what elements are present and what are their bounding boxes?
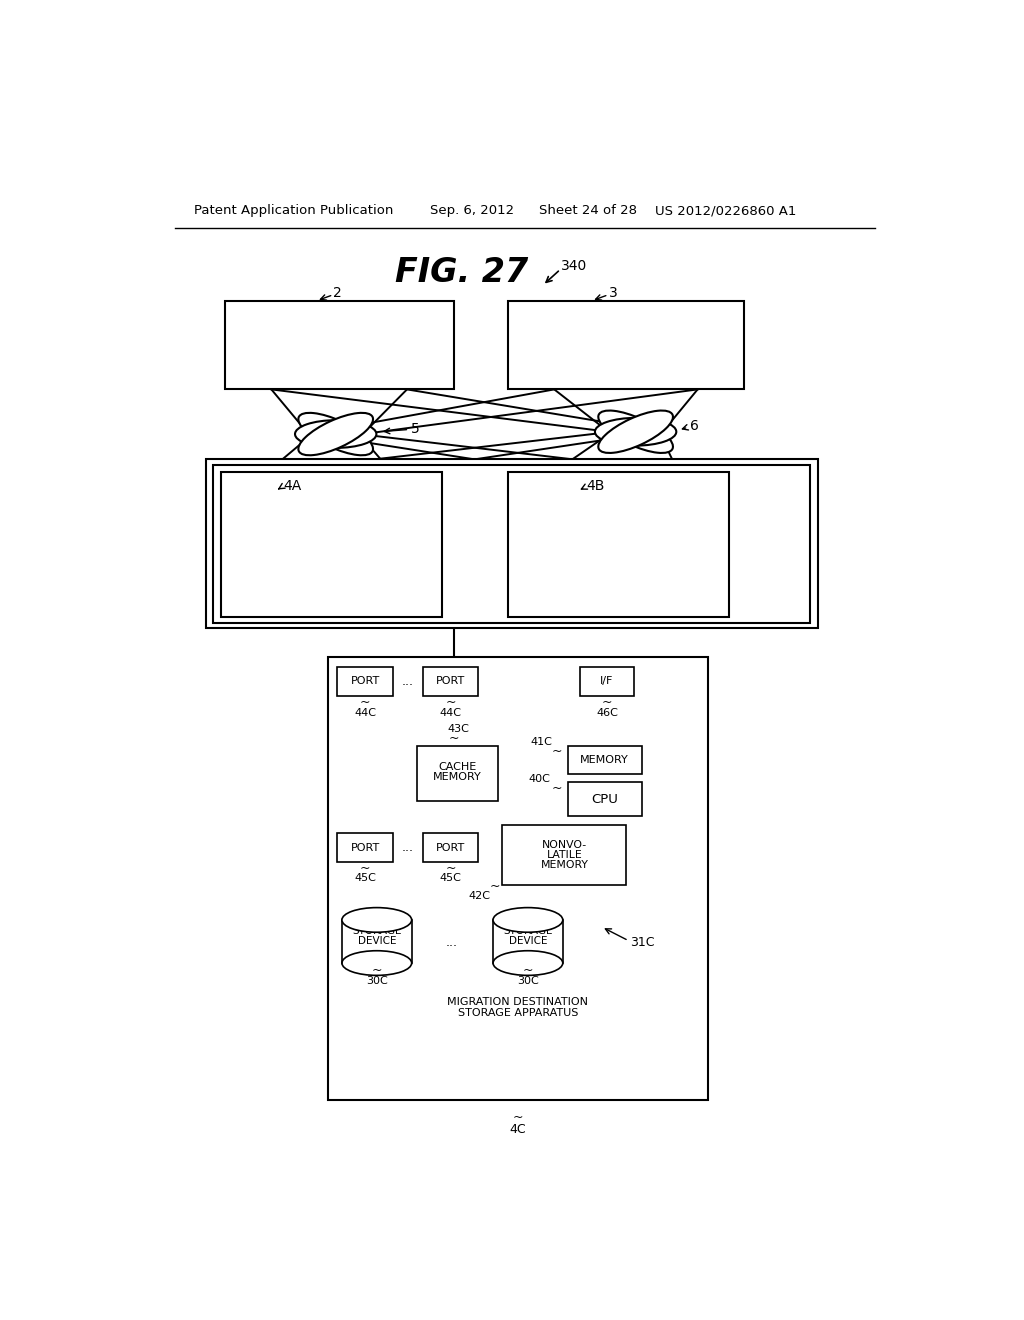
Text: ~: ~ xyxy=(522,964,534,977)
Text: 340: 340 xyxy=(560,259,587,273)
Text: ~: ~ xyxy=(359,696,371,709)
Bar xyxy=(206,459,818,628)
Text: ~: ~ xyxy=(449,731,459,744)
Text: FIG. 27: FIG. 27 xyxy=(394,256,528,289)
Text: 2: 2 xyxy=(334,286,342,300)
Text: 3: 3 xyxy=(608,286,617,300)
Text: 45C: 45C xyxy=(354,874,376,883)
Text: ...: ... xyxy=(401,841,414,854)
Text: 46C: 46C xyxy=(596,708,617,718)
Text: MEMORY: MEMORY xyxy=(581,755,629,764)
Text: MEMORY: MEMORY xyxy=(433,772,481,783)
Bar xyxy=(423,667,478,696)
Ellipse shape xyxy=(295,420,377,447)
Text: 45C: 45C xyxy=(439,874,462,883)
Text: 31C: 31C xyxy=(630,936,654,949)
Text: 30C: 30C xyxy=(517,975,539,986)
Bar xyxy=(493,908,563,950)
Text: 41C: 41C xyxy=(530,737,553,747)
Text: PORT: PORT xyxy=(350,676,380,686)
Text: 4B: 4B xyxy=(587,479,605,492)
Bar xyxy=(417,746,499,801)
Bar xyxy=(225,301,454,389)
Text: PORT: PORT xyxy=(350,842,380,853)
Text: ~: ~ xyxy=(513,1110,523,1123)
Text: Sheet 24 of 28: Sheet 24 of 28 xyxy=(539,205,637,218)
Text: PORT: PORT xyxy=(436,676,465,686)
Bar xyxy=(342,908,412,950)
Text: MIGRATION DESTINATION: MIGRATION DESTINATION xyxy=(447,998,589,1007)
Text: NONVO-: NONVO- xyxy=(542,841,587,850)
Text: ~: ~ xyxy=(552,781,562,795)
Text: DEVICE: DEVICE xyxy=(357,936,396,946)
Bar xyxy=(337,833,393,862)
Text: 4C: 4C xyxy=(510,1123,526,1137)
Bar xyxy=(568,746,642,774)
Text: PORT: PORT xyxy=(436,842,465,853)
Bar xyxy=(568,781,642,816)
Text: ~: ~ xyxy=(445,696,456,709)
Text: 5: 5 xyxy=(411,422,420,437)
Text: MEMORY: MEMORY xyxy=(541,861,588,870)
Bar xyxy=(221,471,442,616)
Text: US 2012/0226860 A1: US 2012/0226860 A1 xyxy=(655,205,797,218)
Ellipse shape xyxy=(298,413,373,455)
Bar xyxy=(337,667,393,696)
Text: Sep. 6, 2012: Sep. 6, 2012 xyxy=(430,205,514,218)
Text: ~: ~ xyxy=(602,696,612,709)
Text: STORAGE APPARATUS: STORAGE APPARATUS xyxy=(458,1008,578,1018)
Text: ~: ~ xyxy=(359,862,371,875)
Bar xyxy=(508,301,744,389)
Bar xyxy=(580,667,634,696)
Text: 40C: 40C xyxy=(528,774,550,784)
Text: 6: 6 xyxy=(690,420,698,433)
Bar xyxy=(423,833,478,862)
Ellipse shape xyxy=(493,950,563,975)
Text: ~: ~ xyxy=(372,964,382,977)
Text: ~: ~ xyxy=(445,862,456,875)
Text: 43C: 43C xyxy=(447,723,469,734)
Ellipse shape xyxy=(598,411,673,453)
Bar xyxy=(503,825,627,886)
Text: ~: ~ xyxy=(490,880,501,894)
Text: Patent Application Publication: Patent Application Publication xyxy=(194,205,393,218)
Ellipse shape xyxy=(595,418,676,446)
Text: 4A: 4A xyxy=(283,479,301,492)
Text: STORAGE: STORAGE xyxy=(352,925,401,936)
Text: CACHE: CACHE xyxy=(438,763,476,772)
Text: STORAGE: STORAGE xyxy=(503,925,553,936)
Ellipse shape xyxy=(298,413,373,455)
Text: DEVICE: DEVICE xyxy=(509,936,547,946)
Ellipse shape xyxy=(342,950,412,975)
Text: 42C: 42C xyxy=(469,891,490,902)
Text: ...: ... xyxy=(401,675,414,688)
Text: ~: ~ xyxy=(552,744,562,758)
Bar xyxy=(328,657,708,1100)
Ellipse shape xyxy=(342,908,412,932)
Text: LATILE: LATILE xyxy=(547,850,583,861)
Bar xyxy=(213,465,810,623)
Bar xyxy=(508,471,729,616)
Text: I/F: I/F xyxy=(600,676,613,686)
Text: 44C: 44C xyxy=(354,708,376,718)
Text: ...: ... xyxy=(445,936,458,949)
Ellipse shape xyxy=(493,908,563,932)
Text: CPU: CPU xyxy=(591,792,618,805)
Text: 44C: 44C xyxy=(439,708,462,718)
Text: 30C: 30C xyxy=(366,975,388,986)
Ellipse shape xyxy=(598,411,673,453)
